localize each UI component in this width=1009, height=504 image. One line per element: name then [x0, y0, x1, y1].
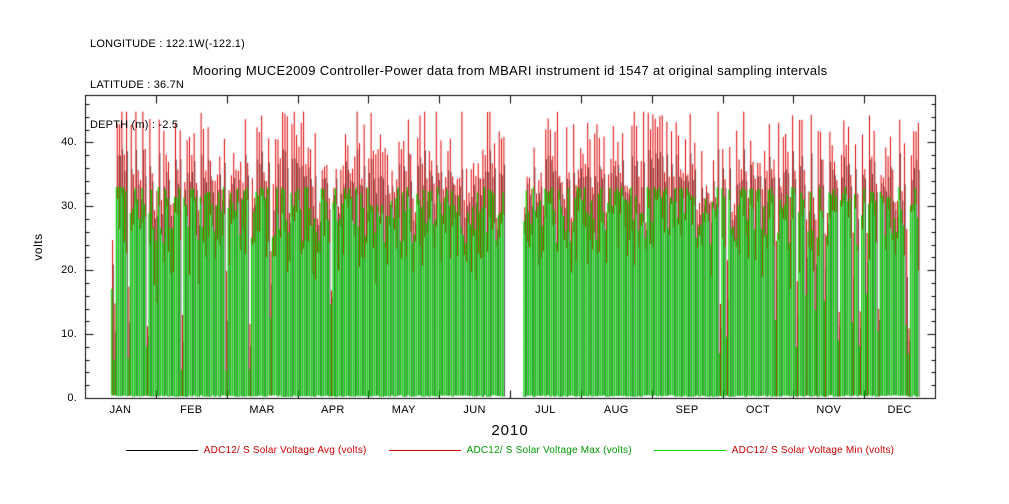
y-tick-label: 30.	[61, 200, 77, 213]
y-tick-label: 10.	[61, 328, 77, 341]
x-tick-label: MAY	[391, 404, 416, 416]
legend-item: ADC12/ S Solar Voltage Min (volts)	[653, 445, 895, 456]
latitude-label: LATITUDE : 36.7N	[90, 78, 185, 91]
chart-title: Mooring MUCE2009 Controller-Power data f…	[192, 63, 828, 78]
x-tick-label: NOV	[816, 404, 842, 416]
x-tick-label: APR	[321, 404, 345, 416]
x-tick-label: FEB	[180, 404, 203, 416]
legend-label: ADC12/ S Solar Voltage Min (volts)	[731, 445, 895, 456]
depth-label: DEPTH (m) : -2.5	[90, 119, 179, 131]
x-axis-label: 2010	[491, 422, 529, 439]
legend-line-swatch	[125, 450, 198, 451]
legend-item: ADC12/ S Solar Voltage Avg (volts)	[125, 445, 367, 456]
station-info: LONGITUDE : 122.1W(-122.1) LATITUDE : 36…	[90, 11, 245, 146]
y-tick-label: 40.	[61, 136, 77, 149]
x-tick-label: SEP	[675, 404, 699, 416]
y-axis-label: volts	[31, 233, 45, 261]
x-tick-label: MAR	[249, 404, 275, 416]
legend-label: ADC12/ S Solar Voltage Avg (volts)	[203, 445, 367, 456]
legend-line-swatch	[653, 450, 726, 451]
y-tick-label: 20.	[61, 264, 77, 277]
y-tick-label: 0.	[67, 392, 77, 404]
x-tick-label: OCT	[745, 404, 770, 416]
legend-item: ADC12/ S Solar Voltage Max (volts)	[388, 445, 632, 456]
x-tick-label: JAN	[109, 404, 132, 416]
x-tick-label: JUL	[535, 404, 556, 416]
legend-line-swatch	[388, 450, 461, 451]
legend-label: ADC12/ S Solar Voltage Max (volts)	[466, 445, 632, 456]
x-tick-label: DEC	[887, 404, 912, 416]
x-tick-label: JUN	[463, 404, 486, 416]
legend: ADC12/ S Solar Voltage Avg (volts) ADC12/…	[85, 445, 935, 456]
x-tick-label: AUG	[603, 404, 629, 416]
longitude-label: LONGITUDE : 122.1W(-122.1)	[90, 38, 245, 50]
